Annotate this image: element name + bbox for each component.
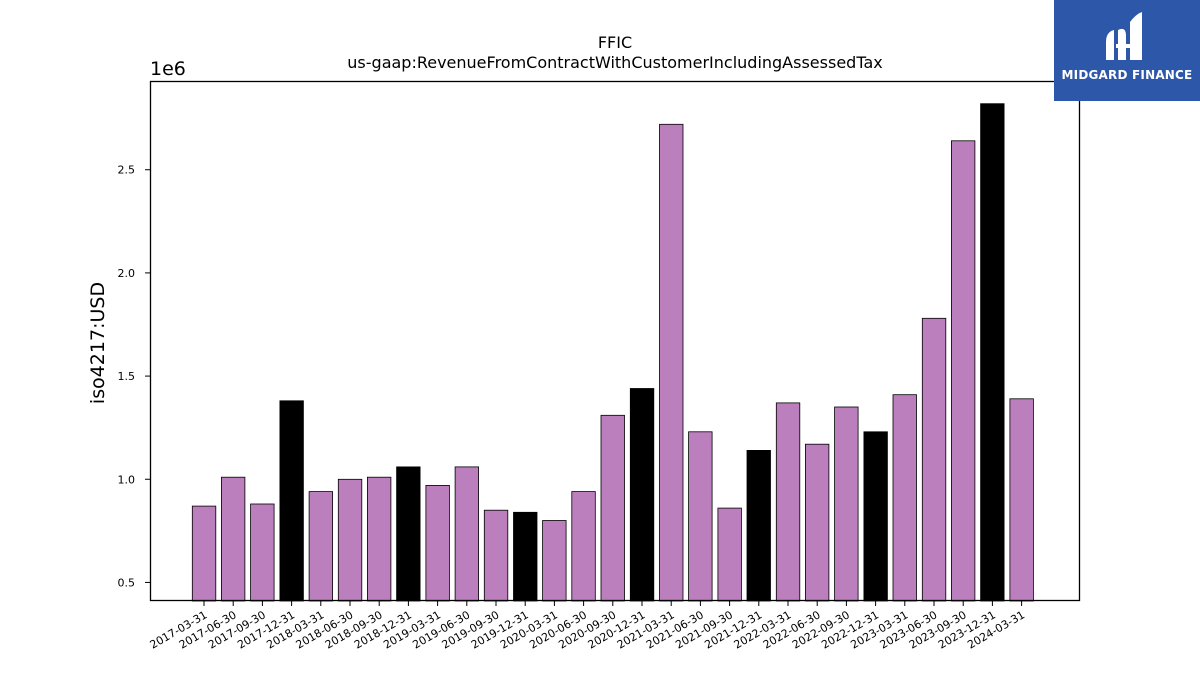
chart-subtitle: us-gaap:RevenueFromContractWithCustomerI… <box>347 53 882 72</box>
bar-2024-03-31 <box>1009 398 1034 602</box>
y-axis: 0.5 1.0 1.5 2.0 2.5 <box>118 164 150 589</box>
y-tick-label: 2.5 <box>118 164 136 177</box>
logo-text: MIDGARD FINANCE <box>1061 68 1193 82</box>
bars-group <box>191 103 1034 602</box>
midgard-logo-icon <box>1106 12 1142 60</box>
y-offset-text: 1e6 <box>150 58 186 80</box>
y-axis-label: iso4217:USD <box>87 282 109 404</box>
bar-2019-09-30 <box>483 509 509 602</box>
bar-2018-12-31 <box>396 466 421 602</box>
chart-title: FFIC <box>598 33 632 52</box>
x-axis: 2017-03-312017-06-302017-09-302017-12-31… <box>148 601 1027 652</box>
bar-2022-06-30 <box>805 443 830 602</box>
bar-2020-03-31 <box>542 520 567 602</box>
y-tick-label: 1.5 <box>118 370 136 383</box>
plot-frame <box>149 80 1081 602</box>
bar-2017-06-30 <box>220 476 246 602</box>
bar-2017-12-31 <box>279 400 304 602</box>
bar-2019-06-30 <box>454 466 480 602</box>
bar-2017-09-30 <box>250 503 275 602</box>
bar-2019-12-31 <box>513 511 538 602</box>
bar-2023-09-30 <box>951 140 976 602</box>
bar-2018-03-31 <box>308 491 334 602</box>
bar-2019-03-31 <box>425 484 450 602</box>
bar-2021-09-30 <box>717 507 742 602</box>
bar-2020-06-30 <box>571 491 596 602</box>
bar-2023-06-30 <box>921 317 947 602</box>
y-tick-label: 1.0 <box>118 473 136 486</box>
bar-2020-12-31 <box>629 388 655 602</box>
bar-2022-12-31 <box>863 431 888 602</box>
bar-2018-09-30 <box>366 476 392 602</box>
bar-2023-12-31 <box>980 103 1005 602</box>
bar-2021-12-31 <box>746 449 771 602</box>
midgard-finance-logo: MIDGARD FINANCE <box>1054 0 1200 101</box>
bar-2022-03-31 <box>775 402 801 602</box>
bar-2020-09-30 <box>600 414 625 602</box>
bar-2022-09-30 <box>834 406 859 602</box>
bar-2021-06-30 <box>688 431 713 602</box>
y-tick-label: 2.0 <box>118 267 136 280</box>
bar-2017-03-31 <box>191 505 217 602</box>
bar-2021-03-31 <box>659 123 684 602</box>
bar-2023-03-31 <box>892 394 917 602</box>
y-tick-label: 0.5 <box>118 576 136 589</box>
bar-2018-06-30 <box>337 478 363 602</box>
